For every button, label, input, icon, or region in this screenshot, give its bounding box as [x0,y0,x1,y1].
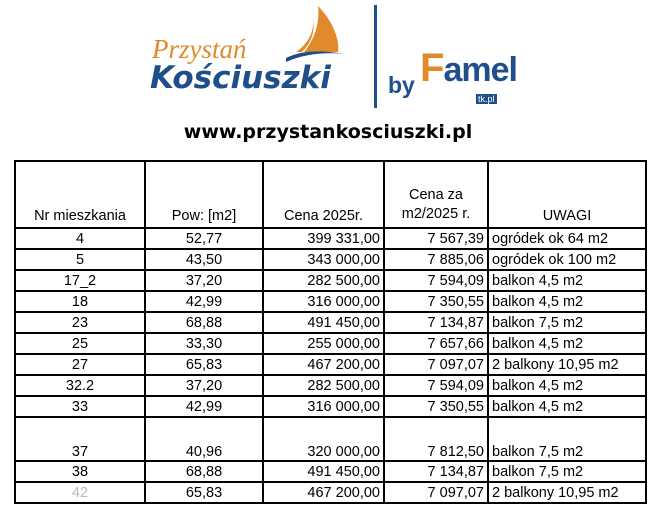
cell-price: 343 000,00 [262,248,385,271]
cell-area: 68,88 [144,460,264,483]
table-row: 27 65,83 467 200,00 7 097,07 2 balkony 10,95… [14,353,647,376]
cell-notes: balkon 4,5 m2 [487,269,647,292]
cell-price: 399 331,00 [262,227,385,250]
table-row: 25 33,30 255 000,00 7 657,66 balkon 4,5 m2 [14,332,647,355]
sailboat-icon [286,6,344,62]
cell-notes: balkon 7,5 m2 [487,460,647,483]
cell-area: 52,77 [144,227,264,250]
cell-notes: balkon 4,5 m2 [487,374,647,397]
table-header-row: Nr mieszkania Pow: [m2] Cena 2025r. Cena… [14,160,647,229]
logo-by: by [388,72,415,98]
table-row: 37 40,96 320 000,00 7 812,50 balkon 7,5 m2 [14,416,647,462]
header-price: Cena 2025r. [262,160,385,229]
cell-area: 42,99 [144,290,264,313]
cell-price: 316 000,00 [262,395,385,418]
cell-price-m2: 7 350,55 [383,290,489,313]
cell-nr: 32.2 [14,374,146,397]
website-url: www.przystankosciuszki.pl [183,121,473,143]
cell-nr: 17_2 [14,269,146,292]
cell-notes: balkon 4,5 m2 [487,332,647,355]
header-nr: Nr mieszkania [14,160,146,229]
header-price-m2: Cena za m2/2025 r. [383,160,489,229]
cell-price: 255 000,00 [262,332,385,355]
header-area: Pow: [m2] [144,160,264,229]
table-row: 4 52,77 399 331,00 7 567,39 ogródek ok 64 m2 [14,227,647,250]
cell-area: 65,83 [144,353,264,376]
cell-nr: 42 [14,481,146,504]
cell-price-m2: 7 134,87 [383,311,489,334]
price-table: Nr mieszkania Pow: [m2] Cena 2025r. Cena… [14,160,647,504]
cell-area: 65,83 [144,481,264,504]
table-row: 33 42,99 316 000,00 7 350,55 balkon 4,5 m2 [14,395,647,418]
famel-logo-suffix: tk.pl [476,94,497,104]
logo-line1: Przystań [152,34,247,64]
cell-nr: 5 [14,248,146,271]
cell-price-m2: 7 567,39 [383,227,489,250]
cell-price: 467 200,00 [262,481,385,504]
table-row: 18 42,99 316 000,00 7 350,55 balkon 4,5 m2 [14,290,647,313]
cell-notes: 2 balkony 10,95 m2 [487,481,647,504]
cell-price: 491 450,00 [262,460,385,483]
table-row: 42 65,83 467 200,00 7 097,07 2 balkony 10,95… [14,481,647,504]
cell-price-m2: 7 812,50 [383,416,489,462]
cell-price-m2: 7 885,06 [383,248,489,271]
cell-area: 40,96 [144,416,264,462]
cell-nr: 25 [14,332,146,355]
cell-price: 491 450,00 [262,311,385,334]
cell-nr: 37 [14,416,146,462]
cell-notes: 2 balkony 10,95 m2 [487,353,647,376]
cell-price-m2: 7 350,55 [383,395,489,418]
cell-price-m2: 7 097,07 [383,481,489,504]
cell-price-m2: 7 097,07 [383,353,489,376]
cell-price: 320 000,00 [262,416,385,462]
logo-divider [374,5,377,108]
logo: Przystań Kościuszki by Famel tk.pl [150,0,518,110]
cell-area: 37,20 [144,374,264,397]
cell-notes: balkon 4,5 m2 [487,290,647,313]
cell-area: 42,99 [144,395,264,418]
cell-price-m2: 7 657,66 [383,332,489,355]
cell-area: 43,50 [144,248,264,271]
cell-nr: 33 [14,395,146,418]
cell-price-m2: 7 134,87 [383,460,489,483]
cell-nr: 27 [14,353,146,376]
table-row: 17_2 37,20 282 500,00 7 594,09 balkon 4,5 m2 [14,269,647,292]
cell-nr: 18 [14,290,146,313]
cell-area: 37,20 [144,269,264,292]
cell-nr: 23 [14,311,146,334]
cell-price-m2: 7 594,09 [383,269,489,292]
table-row: 32.2 37,20 282 500,00 7 594,09 balkon 4,5 m2 [14,374,647,397]
famel-logo: Famel [420,46,518,90]
cell-notes: balkon 4,5 m2 [487,395,647,418]
table-row: 5 43,50 343 000,00 7 885,06 ogródek ok 100 m… [14,248,647,271]
logo-line2: Kościuszki [150,60,331,96]
cell-price: 282 500,00 [262,374,385,397]
cell-area: 33,30 [144,332,264,355]
cell-price: 282 500,00 [262,269,385,292]
cell-price: 467 200,00 [262,353,385,376]
table-row: 38 68,88 491 450,00 7 134,87 balkon 7,5 m2 [14,460,647,483]
table-row: 23 68,88 491 450,00 7 134,87 balkon 7,5 m2 [14,311,647,334]
header-notes: UWAGI [487,160,647,229]
cell-nr: 38 [14,460,146,483]
cell-area: 68,88 [144,311,264,334]
cell-notes: ogródek ok 100 m2 [487,248,647,271]
cell-notes: balkon 7,5 m2 [487,416,647,462]
cell-price-m2: 7 594,09 [383,374,489,397]
cell-notes: ogródek ok 64 m2 [487,227,647,250]
cell-price: 316 000,00 [262,290,385,313]
cell-nr: 4 [14,227,146,250]
cell-notes: balkon 7,5 m2 [487,311,647,334]
